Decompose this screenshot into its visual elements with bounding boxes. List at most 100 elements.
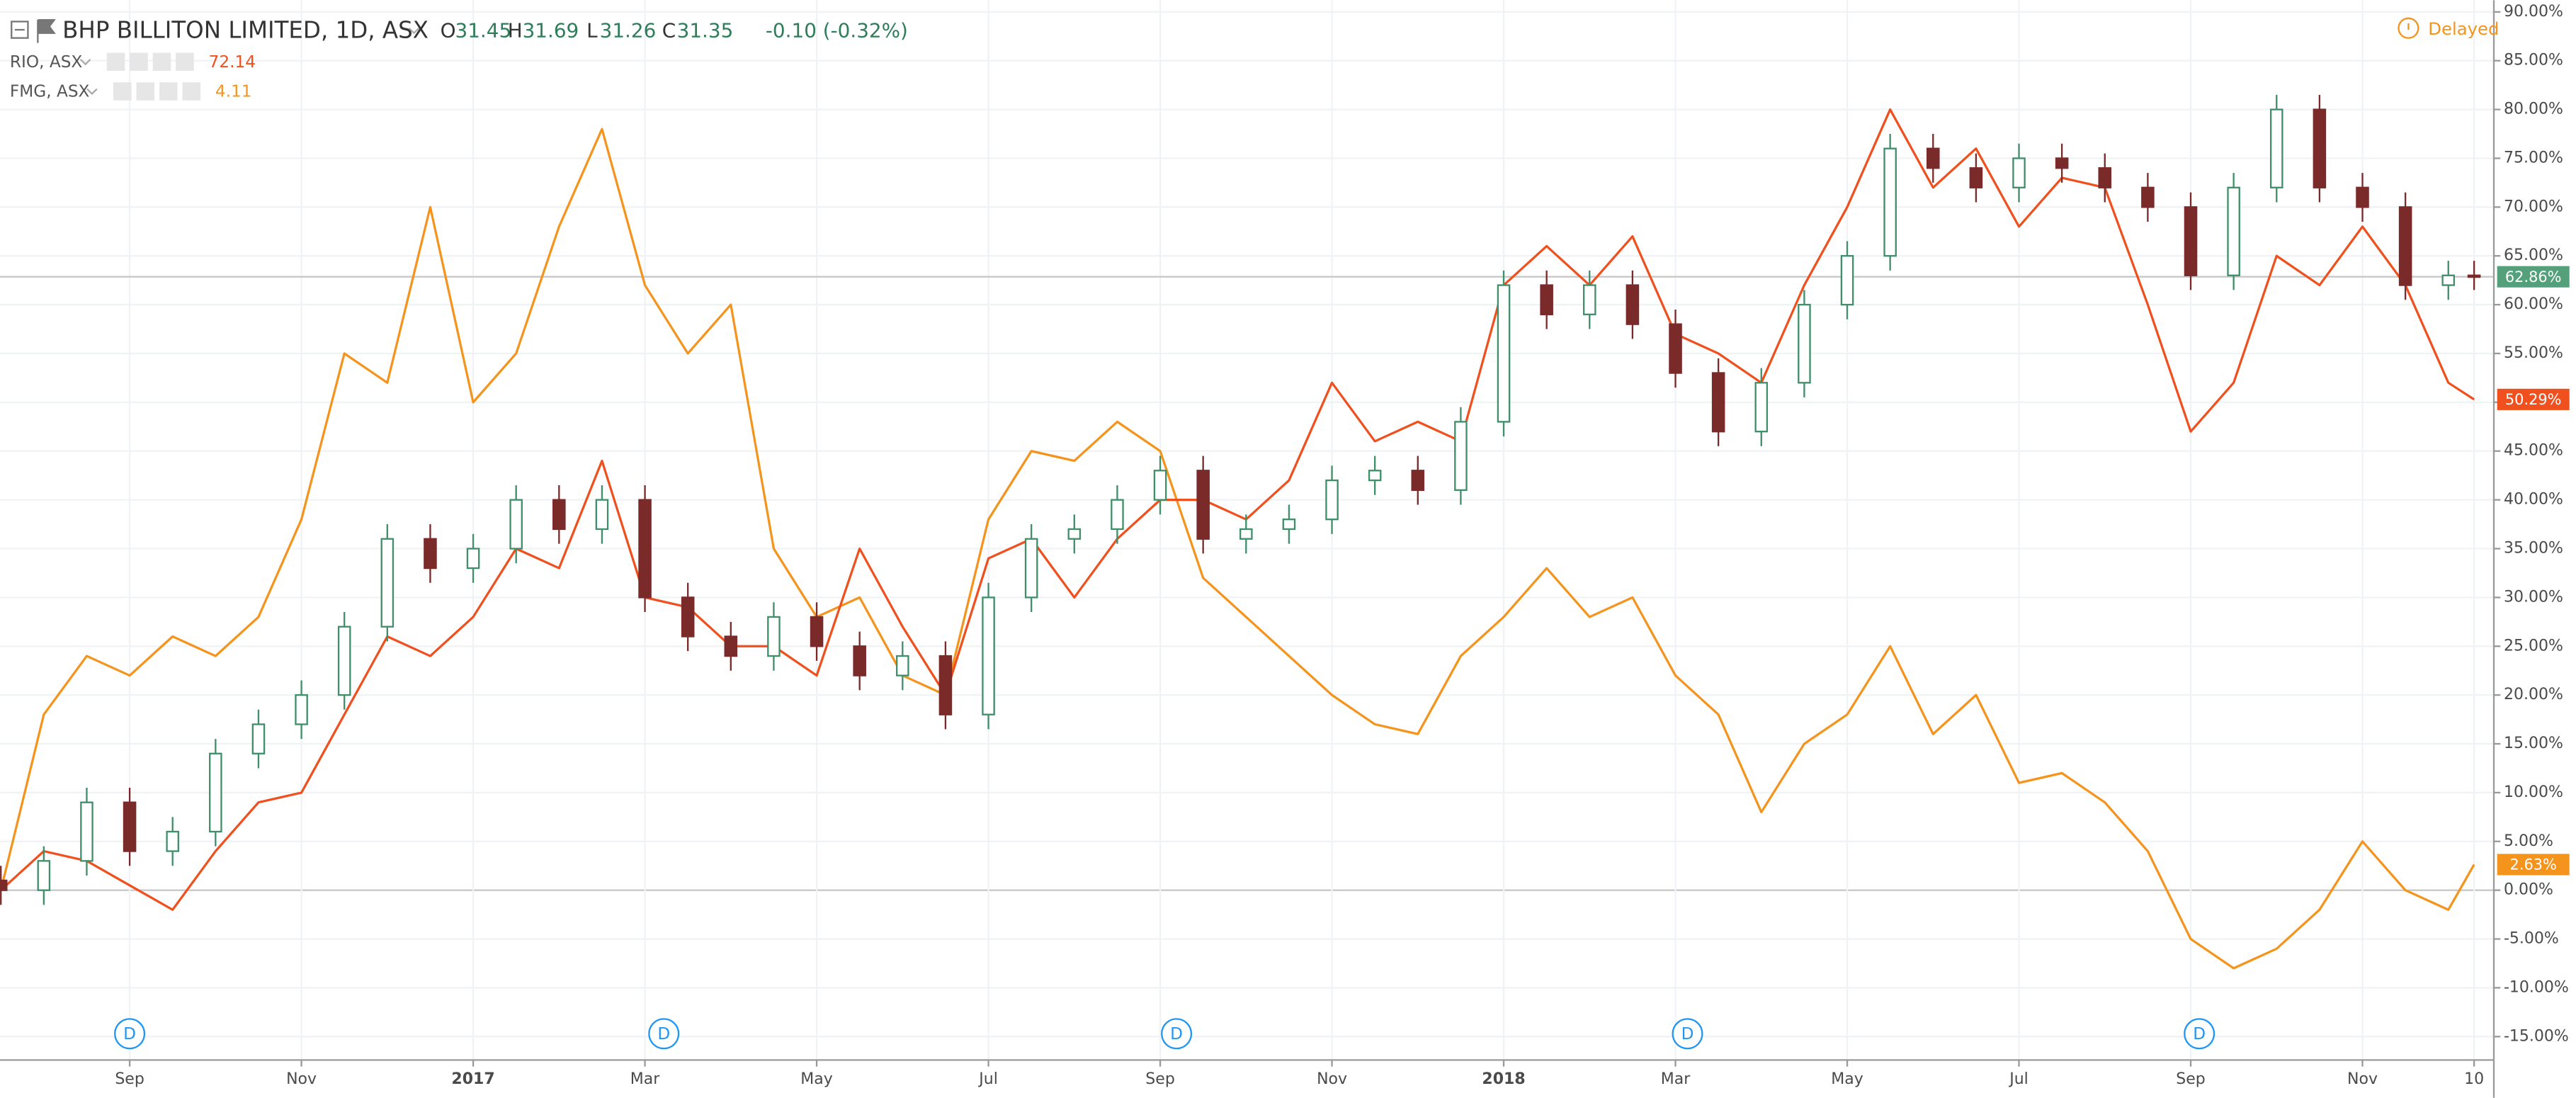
y-tick-label: 85.00% [2504, 52, 2563, 69]
dropdown-icon[interactable] [86, 88, 98, 96]
y-tick-label: 55.00% [2504, 344, 2563, 362]
y-tick-label: 35.00% [2504, 540, 2563, 558]
y-tick-label: 90.00% [2504, 3, 2563, 21]
x-tick-label: Jul [977, 1070, 998, 1088]
x-tick-label: Mar [630, 1070, 660, 1088]
settings-button[interactable] [130, 52, 148, 72]
legend-entry: FMG, ASX [10, 82, 90, 101]
y-tick-label: 10.00% [2504, 783, 2563, 801]
dropdown-icon[interactable] [79, 58, 91, 66]
last-value-label: 62.86% [2505, 268, 2562, 285]
candle-body [166, 830, 179, 852]
add-button[interactable] [152, 52, 171, 72]
candle-body [724, 635, 738, 657]
x-tick-label: Jul [2008, 1070, 2029, 1088]
ohlc-value: 31.45 [455, 18, 512, 42]
candle-body [1368, 470, 1382, 482]
legend-buttons [106, 52, 194, 72]
ohlc-key: C [662, 18, 676, 42]
dividend-marker [1672, 1018, 1703, 1050]
last-value-label: 50.29% [2505, 391, 2562, 408]
ohlc-key: L [586, 18, 598, 42]
ohlc-value: 31.26 [600, 18, 657, 42]
x-tick-label: 2017 [451, 1070, 494, 1088]
last-value-tag [2497, 266, 2570, 288]
candle-body [552, 499, 566, 531]
candle-body [380, 538, 395, 628]
candle-body [509, 499, 523, 550]
candle-body [1196, 470, 1210, 540]
y-tick-label: 45.00% [2504, 442, 2563, 460]
collapse-icon[interactable] [11, 21, 29, 39]
delayed-status: Delayed [2428, 18, 2499, 39]
candle-body [1625, 284, 1640, 325]
candle-body [1754, 382, 1769, 433]
x-tick-label: May [1831, 1070, 1863, 1088]
candle-body [2012, 157, 2026, 188]
candle-body [1411, 470, 1425, 492]
dividend-label: D [1170, 1024, 1183, 1043]
legend: BHP BILLITON LIMITED, 1D, ASX O 31.45 H … [10, 16, 2500, 101]
candle-body [982, 596, 995, 715]
dividend-label: D [123, 1024, 136, 1043]
candle-body [37, 860, 51, 891]
candle-body [2467, 274, 2481, 278]
dividend-marker [2184, 1018, 2215, 1050]
candle-body [2313, 108, 2327, 188]
candle-body [2441, 274, 2456, 286]
candle-body [1067, 528, 1082, 540]
candle-body [1969, 167, 1983, 188]
candle-body [2398, 206, 2412, 286]
y-tick-label: 75.00% [2504, 149, 2563, 166]
y-tick-label: 5.00% [2504, 832, 2553, 850]
settings-button[interactable] [136, 82, 155, 101]
candle-body [853, 645, 866, 677]
symbol-title: BHP BILLITON LIMITED, 1D, ASX [62, 16, 429, 43]
dividend-label: D [2193, 1024, 2206, 1043]
candle-body [595, 499, 609, 531]
candle-body [1497, 284, 1511, 423]
candle-body [1282, 519, 1296, 531]
grid [0, 0, 2495, 1060]
candle-body [1454, 421, 1468, 492]
dividend-label: D [657, 1024, 670, 1043]
candle-body [123, 801, 137, 852]
dividend-marker [648, 1018, 680, 1050]
x-tick-label: 2018 [1482, 1070, 1525, 1088]
flag-icon[interactable] [37, 18, 56, 43]
dividend-marker [114, 1018, 146, 1050]
candle-body [1840, 255, 1854, 306]
legend-value: 4.11 [215, 82, 252, 101]
ohlc-key: H [508, 18, 523, 42]
dropdown-icon[interactable] [408, 27, 420, 35]
candle-body [1711, 372, 1725, 433]
candle-body [1111, 499, 1124, 531]
eye-button[interactable] [113, 82, 132, 101]
candle-body [337, 626, 351, 696]
remove-button[interactable] [176, 52, 194, 72]
add-button[interactable] [159, 82, 178, 101]
y-tick-label: -5.00% [2504, 930, 2559, 948]
candle-body [2141, 186, 2155, 208]
x-tick-label: Sep [1145, 1070, 1175, 1088]
candle-body [896, 655, 909, 677]
candle-body [2356, 186, 2369, 208]
ohlc-value: 31.35 [677, 18, 734, 42]
y-tick-label: 65.00% [2504, 247, 2563, 264]
x-tick-label: Nov [2347, 1070, 2378, 1088]
candle-body [2055, 157, 2069, 169]
legend-entry: RIO, ASX [10, 52, 83, 72]
remove-button[interactable] [182, 82, 200, 101]
candle-body [295, 694, 308, 725]
candle-body [1153, 470, 1167, 501]
legend-value: 72.14 [209, 52, 256, 72]
eye-button[interactable] [106, 52, 125, 72]
candle-body [1927, 147, 1940, 169]
x-tick-label: Nov [286, 1070, 317, 1088]
candle-body [767, 616, 781, 657]
y-tick-label: 30.00% [2504, 588, 2563, 606]
